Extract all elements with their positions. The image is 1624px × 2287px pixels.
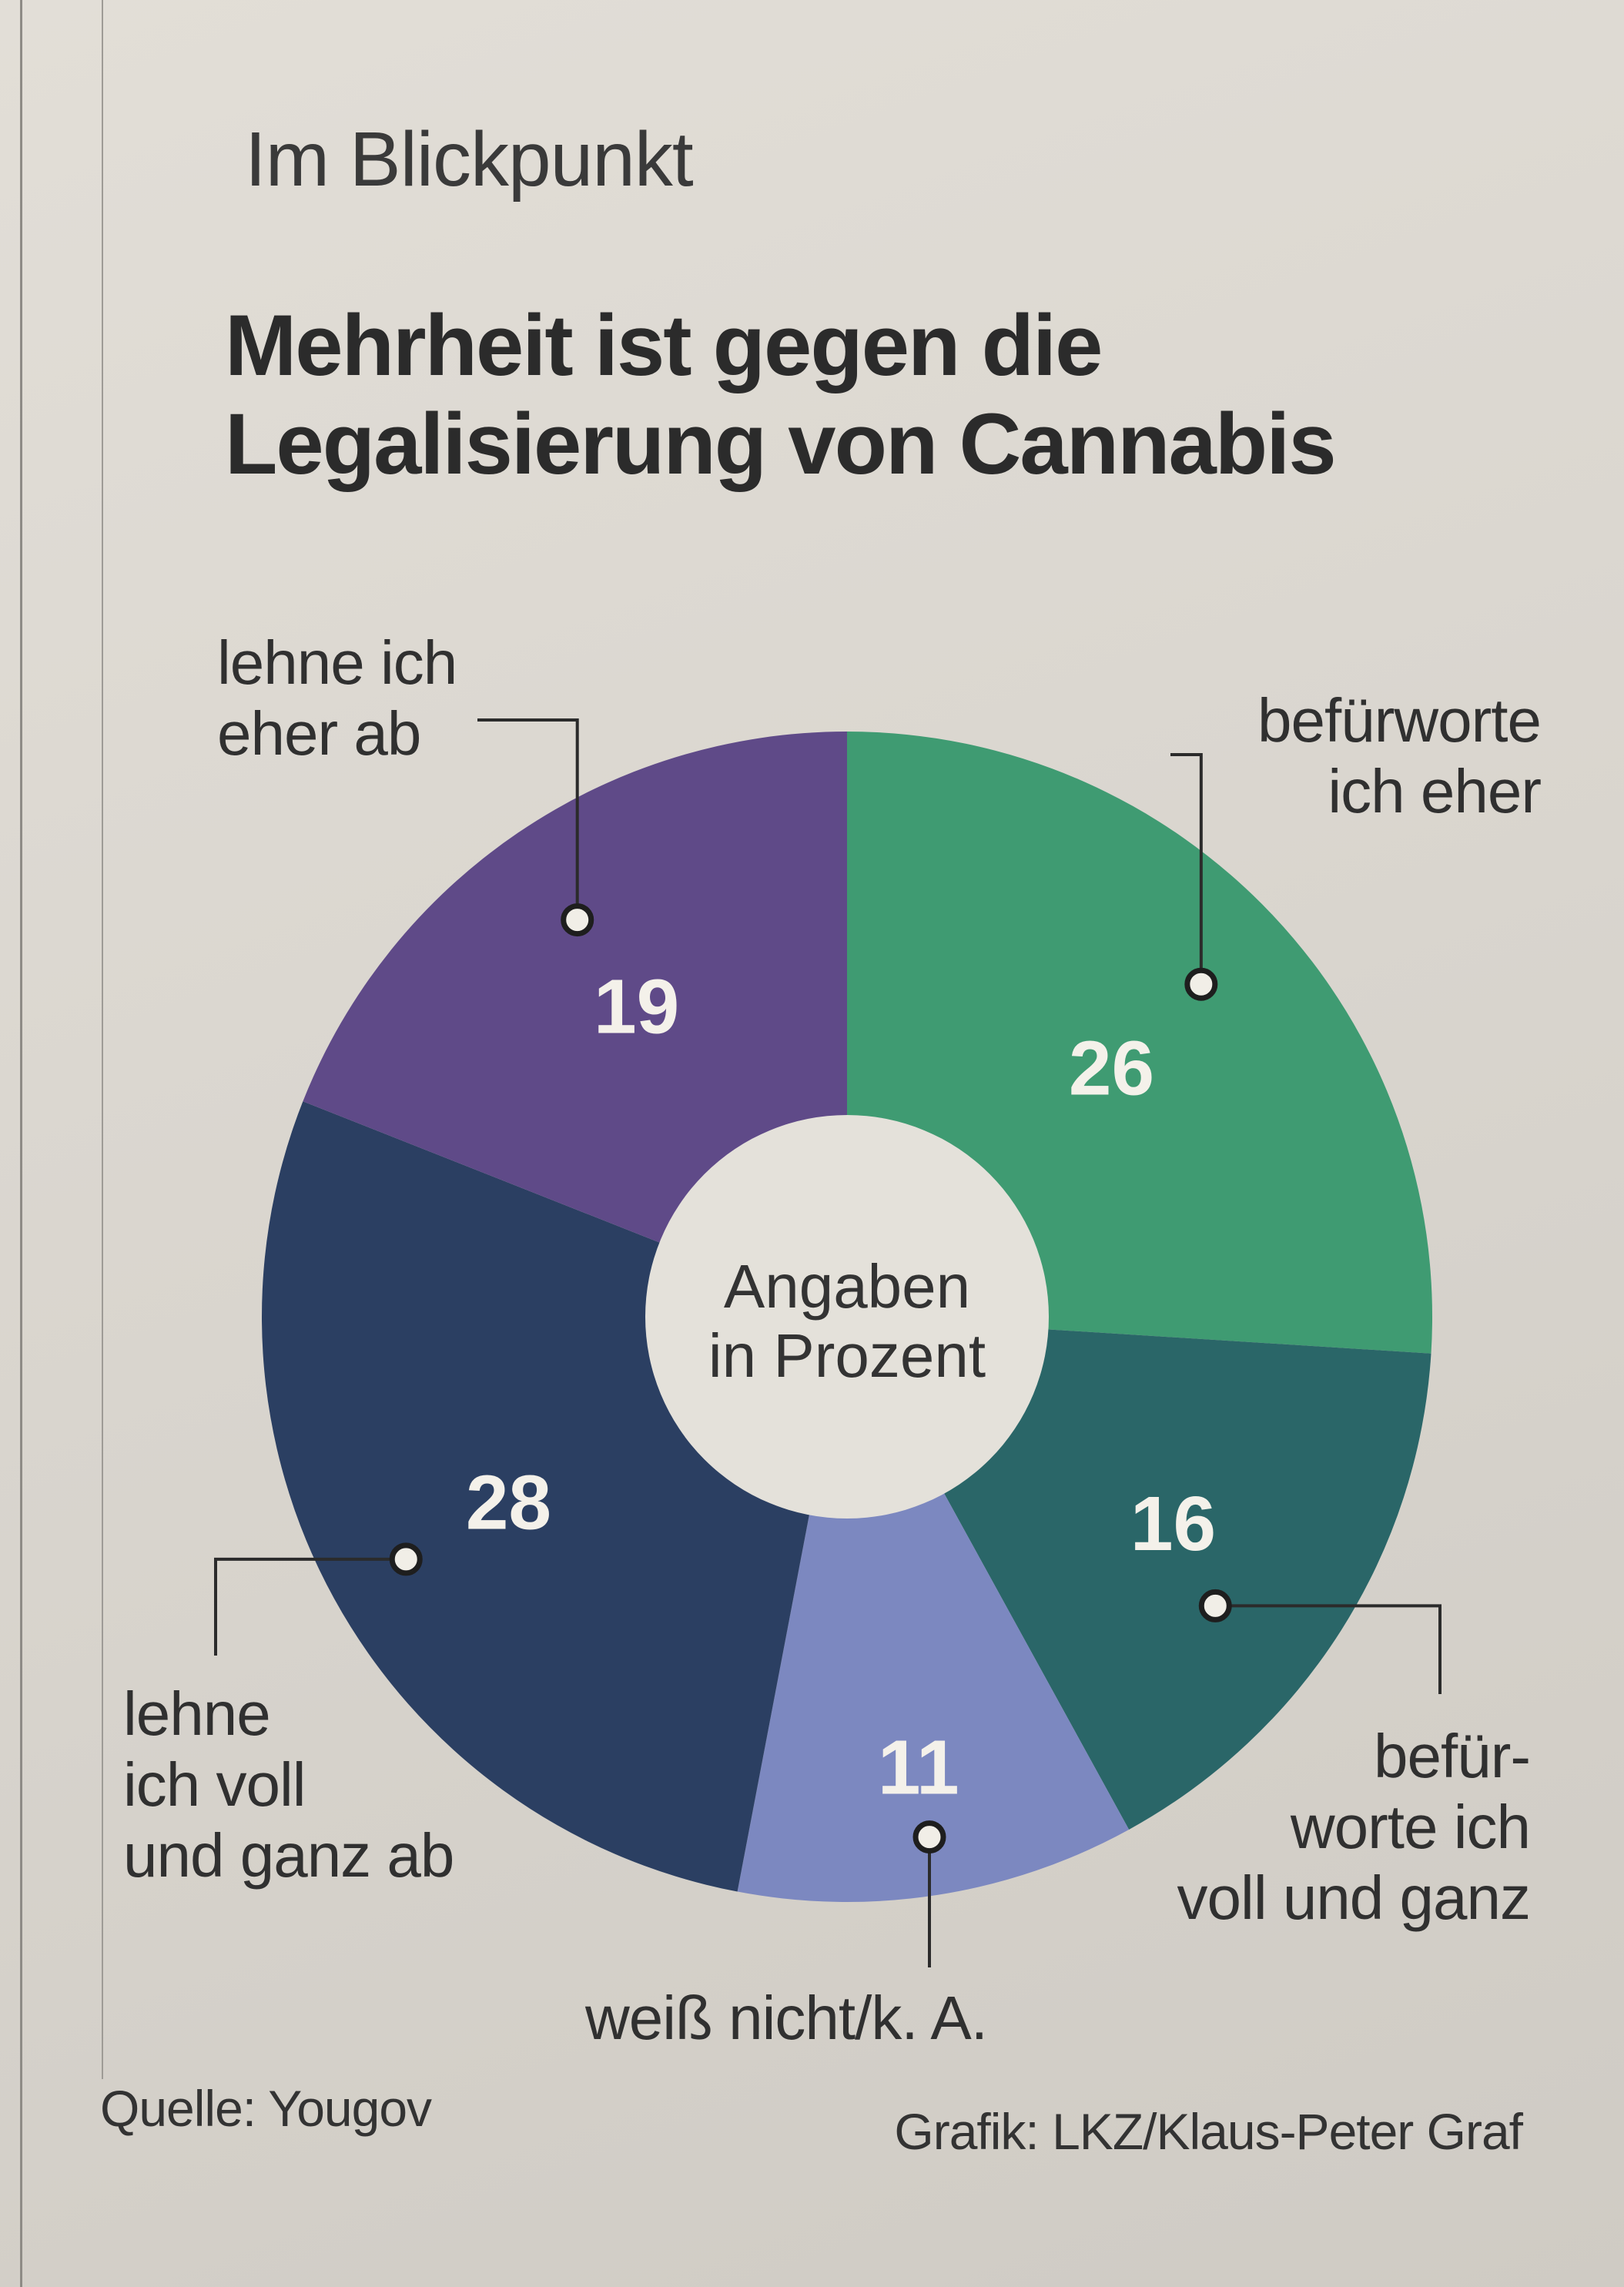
box-rule xyxy=(102,0,103,2079)
label-befuerworte-voll: befür- worte ich voll und ganz xyxy=(1177,1722,1531,1932)
value-label-wei-nicht-k-a: 11 xyxy=(878,1725,959,1811)
value-label-bef-rworte-ich-eher: 26 xyxy=(1069,1025,1154,1111)
leader-lehne-eher-ab xyxy=(477,718,579,920)
graphic-credit: Grafik: LKZ/Klaus-Peter Graf xyxy=(894,2103,1523,2160)
label-befuerworte-eher: befürworte ich eher xyxy=(1257,686,1542,825)
value-label-bef-rworte-ich-voll-und-ganz: 16 xyxy=(1130,1481,1216,1567)
value-label-lehne-ich-eher-ab: 19 xyxy=(594,964,679,1050)
kicker: Im Blickpunkt xyxy=(245,116,694,203)
callout-dot-bef-rworte-ich-voll-und-ganz xyxy=(1198,1589,1232,1622)
label-lehne-eher-ab: lehne ich eher ab xyxy=(217,628,457,768)
headline: Mehrheit ist gegen die Legalisierung von… xyxy=(225,296,1337,494)
headline-line-1: Mehrheit ist gegen die xyxy=(225,297,1103,393)
callout-dot-wei-nicht-k-a xyxy=(912,1820,946,1854)
donut-hole xyxy=(645,1115,1049,1519)
callout-dot-lehne-ich-eher-ab xyxy=(561,903,594,937)
label-weiss-nicht: weiß nicht/k. A. xyxy=(585,1984,988,2052)
value-label-lehne-ich-voll-und-ganz-ab: 28 xyxy=(466,1460,551,1546)
callout-dot-bef-rworte-ich-eher xyxy=(1184,967,1218,1001)
leader-lehne-voll-ab xyxy=(214,1557,407,1656)
headline-line-2: Legalisierung von Cannabis xyxy=(225,396,1337,492)
column-rule xyxy=(20,0,22,2287)
label-lehne-voll-ab: lehne ich voll und ganz ab xyxy=(123,1679,454,1890)
center-label-line-1: Angaben xyxy=(724,1252,970,1321)
source-note: Quelle: Yougov xyxy=(100,2080,432,2137)
leader-befuerworte-voll xyxy=(1215,1604,1442,1694)
callout-dot-lehne-ich-voll-und-ganz-ab xyxy=(389,1542,423,1576)
leader-befuerworte-eher xyxy=(1170,753,1203,985)
center-label-line-2: in Prozent xyxy=(708,1321,986,1390)
